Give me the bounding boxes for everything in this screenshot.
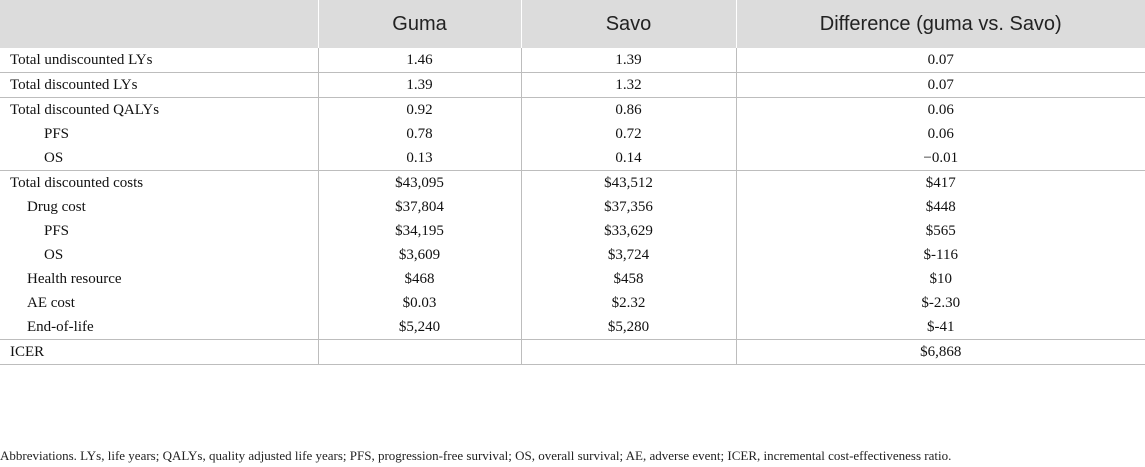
table-row: Total discounted LYs 1.39 1.32 0.07 (0, 72, 1145, 98)
difference-value: $448 (925, 199, 956, 215)
row-label: OS (44, 247, 64, 263)
header-cell-outcome (0, 0, 319, 48)
results-table: Guma Savo Difference (guma vs. Savo) Tot… (0, 0, 1145, 365)
savo-value-cell (521, 339, 737, 365)
row-label: Total discounted QALYs (10, 102, 160, 118)
difference-value: $6,868 (920, 344, 962, 360)
guma-value: $34,195 (395, 223, 444, 239)
savo-value-cell: 1.39 (521, 48, 737, 73)
difference-value-cell: $417 $448 $565 $-116 $10 $-2.30 $-41 (736, 170, 1145, 340)
difference-value: $-2.30 (921, 295, 961, 311)
guma-value: 0.13 (406, 150, 433, 166)
savo-value: $3,724 (607, 247, 650, 263)
savo-value-cell: $43,512 $37,356 $33,629 $3,724 $458 $2.32 $5,2… (521, 170, 737, 340)
savo-value: $37,356 (604, 199, 653, 215)
row-label: Total discounted costs (10, 175, 144, 191)
guma-value: 0.92 (406, 102, 433, 118)
row-label-cell: Total discounted LYs (0, 72, 319, 98)
guma-value (319, 340, 521, 364)
difference-value: 0.07 (927, 52, 954, 68)
row-label: End-of-life (27, 319, 94, 335)
savo-value: $33,629 (604, 223, 653, 239)
row-label: Total discounted LYs (10, 77, 138, 93)
row-label: Health resource (27, 271, 122, 287)
difference-value: 0.06 (927, 126, 954, 142)
guma-value: 0.78 (406, 126, 433, 142)
savo-value: $458 (613, 271, 644, 287)
guma-value: $3,609 (398, 247, 441, 263)
savo-value: 1.39 (615, 52, 642, 68)
guma-value: $0.03 (402, 295, 437, 311)
table-footnote: Abbreviations. LYs, life years; QALYs, q… (0, 448, 952, 463)
difference-value-cell: 0.06 0.06 −0.01 (736, 97, 1145, 171)
savo-value-cell: 0.86 0.72 0.14 (521, 97, 737, 171)
header-cell-guma: Guma (318, 0, 522, 48)
difference-value-cell: 0.07 (736, 72, 1145, 98)
difference-value: −0.01 (923, 150, 959, 166)
savo-value: $43,512 (604, 175, 653, 191)
guma-value: 1.46 (406, 52, 433, 68)
row-label-cell: Total discounted QALYs PFS OS (0, 97, 319, 171)
guma-value-cell: 1.39 (318, 72, 522, 98)
difference-value-cell: $6,868 (736, 339, 1145, 365)
guma-value-cell: 0.92 0.78 0.13 (318, 97, 522, 171)
savo-value: 0.86 (615, 102, 642, 118)
row-label: PFS (44, 126, 70, 142)
row-label: AE cost (27, 295, 75, 311)
table-row: Total discounted costs Drug cost PFS OS Heal… (0, 170, 1145, 340)
savo-value: $5,280 (607, 319, 650, 335)
guma-value-cell: $43,095 $37,804 $34,195 $3,609 $468 $0.03 $5,2… (318, 170, 522, 340)
difference-value: $-116 (923, 247, 958, 263)
difference-value: $565 (925, 223, 956, 239)
difference-value-cell: 0.07 (736, 48, 1145, 73)
header-cell-savo: Savo (521, 0, 737, 48)
row-label-cell: Total undiscounted LYs (0, 48, 319, 73)
savo-value: 0.72 (615, 126, 642, 142)
table-row: Total undiscounted LYs 1.46 1.39 0.07 (0, 48, 1145, 73)
table-header: Guma Savo Difference (guma vs. Savo) (0, 0, 1145, 48)
table-row: Total discounted QALYs PFS OS 0.92 0.78 0.13 0… (0, 97, 1145, 171)
row-label-cell: Total discounted costs Drug cost PFS OS Heal… (0, 170, 319, 340)
row-label: Total undiscounted LYs (10, 52, 153, 68)
difference-value: $-41 (927, 319, 955, 335)
row-label-cell: ICER (0, 339, 319, 365)
table-body: Total undiscounted LYs 1.46 1.39 0.07 Total … (0, 48, 1145, 365)
guma-value: $468 (404, 271, 435, 287)
difference-value: $10 (929, 271, 953, 287)
savo-value: $2.32 (611, 295, 646, 311)
guma-value-cell: 1.46 (318, 48, 522, 73)
guma-value: 1.39 (406, 77, 433, 93)
guma-value: $43,095 (395, 175, 444, 191)
difference-value: 0.06 (927, 102, 954, 118)
row-label: Drug cost (27, 199, 86, 215)
guma-value: $37,804 (395, 199, 444, 215)
table-row: ICER $6,868 (0, 339, 1145, 365)
row-label: PFS (44, 223, 70, 239)
savo-value: 0.14 (615, 150, 642, 166)
savo-value (522, 340, 736, 364)
guma-value-cell (318, 339, 522, 365)
savo-value: 1.32 (615, 77, 642, 93)
difference-value: $417 (925, 175, 956, 191)
difference-value: 0.07 (927, 77, 954, 93)
row-label: ICER (10, 344, 45, 360)
guma-value: $5,240 (398, 319, 441, 335)
row-label: OS (44, 150, 64, 166)
savo-value-cell: 1.32 (521, 72, 737, 98)
header-cell-difference: Difference (guma vs. Savo) (736, 0, 1145, 48)
